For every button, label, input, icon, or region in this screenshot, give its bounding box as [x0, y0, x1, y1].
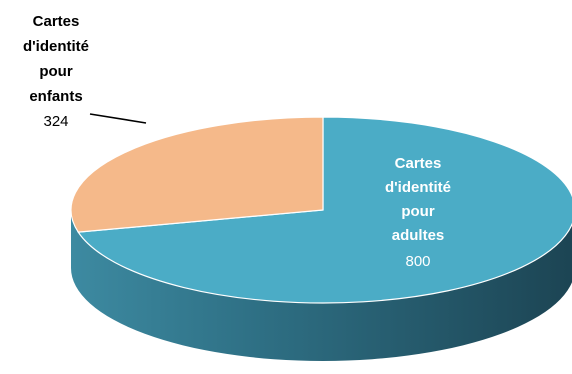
slice-label-adultes-line-4: adultes [392, 227, 445, 244]
slice-value-adultes: 800 [405, 253, 430, 270]
pie-slice-enfants [70, 116, 324, 233]
leader-line [89, 113, 147, 124]
slice-label-adultes-line-3: pour [401, 203, 434, 220]
slice-label-adultes: Cartes d'identité pour adultes 800 [385, 155, 451, 270]
slice-label-enfants-line-1: Cartes [33, 13, 80, 30]
slice-label-enfants-line-2: d'identité [23, 38, 89, 55]
pie-slice-adultes [77, 116, 572, 304]
slice-label-enfants-line-4: enfants [29, 88, 82, 105]
slice-label-enfants: Cartes d'identité pour enfants 324 [23, 13, 89, 130]
slice-label-adultes-line-1: Cartes [395, 155, 442, 172]
slice-value-enfants: 324 [43, 113, 68, 130]
slice-label-enfants-line-3: pour [39, 63, 72, 80]
slice-label-adultes-line-2: d'identité [385, 179, 451, 196]
pie-side-wall [71, 210, 572, 361]
